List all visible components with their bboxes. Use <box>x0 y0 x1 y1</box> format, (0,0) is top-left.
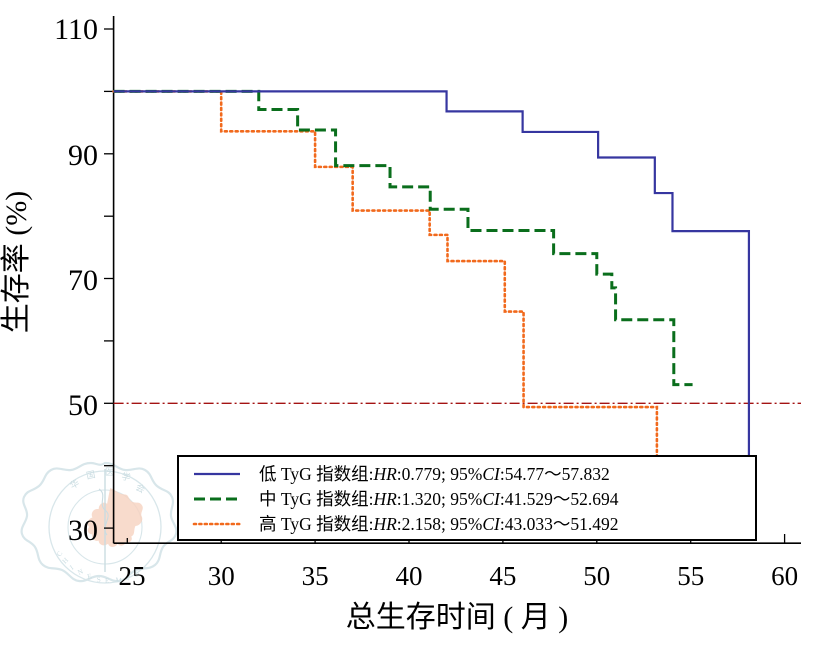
svg-text:总生存时间 ( 月 ): 总生存时间 ( 月 ) <box>346 601 568 634</box>
svg-text:E: E <box>105 577 109 585</box>
svg-text:45: 45 <box>489 561 516 591</box>
svg-text:60: 60 <box>771 561 798 591</box>
svg-text:会: 会 <box>134 481 147 495</box>
svg-text:50: 50 <box>583 561 610 591</box>
svg-text:低 TyG 指数组:HR:0.779; 95%CI:54.7: 低 TyG 指数组:HR:0.779; 95%CI:54.77～57.832 <box>259 464 610 484</box>
svg-text:50: 50 <box>68 389 98 422</box>
svg-text:55: 55 <box>677 561 704 591</box>
svg-text:学: 学 <box>121 470 132 483</box>
svg-text:35: 35 <box>302 561 329 591</box>
svg-text:25: 25 <box>119 561 146 591</box>
svg-text:中 TyG 指数组:HR:1.320; 95%CI:41.5: 中 TyG 指数组:HR:1.320; 95%CI:41.529～52.694 <box>259 489 619 509</box>
svg-text:30: 30 <box>208 561 235 591</box>
svg-text:医: 医 <box>105 467 114 477</box>
svg-text:110: 110 <box>54 13 98 46</box>
svg-text:90: 90 <box>68 139 98 172</box>
svg-text:S: S <box>96 576 101 584</box>
svg-text:高 TyG 指数组:HR:2.158; 95%CI:43.0: 高 TyG 指数组:HR:2.158; 95%CI:43.033～51.492 <box>259 514 618 534</box>
svg-text:国: 国 <box>85 469 96 481</box>
svg-text:华: 华 <box>68 477 81 491</box>
svg-text:70: 70 <box>68 264 98 297</box>
svg-text:生存率 (%): 生存率 (%) <box>0 191 33 333</box>
svg-text:40: 40 <box>396 561 423 591</box>
svg-text:E: E <box>86 572 92 581</box>
svg-text:30: 30 <box>68 514 98 547</box>
